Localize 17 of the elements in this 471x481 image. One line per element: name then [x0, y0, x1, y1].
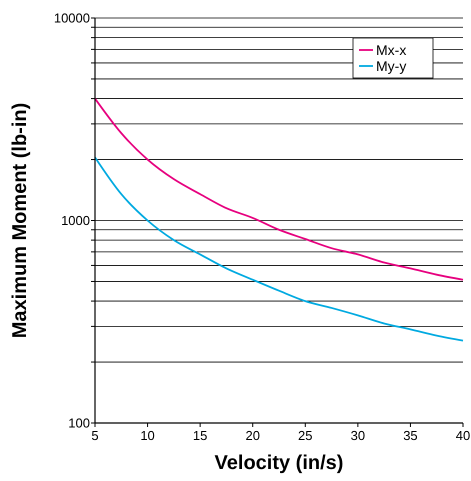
y-tick-label: 100: [68, 416, 90, 430]
legend-label: My-y: [376, 58, 406, 74]
x-tick-label: 10: [140, 428, 155, 443]
y-tick-label: 1000: [61, 213, 90, 228]
legend-label: Mx-x: [376, 42, 406, 58]
x-tick-label: 35: [403, 428, 418, 443]
x-tick-label: 40: [456, 428, 470, 443]
y-axis-title: Maximum Moment (lb-in): [9, 102, 31, 338]
x-tick-label: 15: [192, 428, 208, 443]
x-tick-label: 25: [298, 428, 313, 443]
x-tick-label: 20: [245, 428, 260, 443]
x-tick-label: 30: [350, 428, 366, 443]
x-axis-title: Velocity (in/s): [214, 452, 344, 474]
y-tick-label: 10000: [54, 10, 90, 26]
line-series: [94, 98, 464, 281]
line-series: [94, 156, 464, 342]
x-tick-label: 5: [91, 428, 99, 443]
